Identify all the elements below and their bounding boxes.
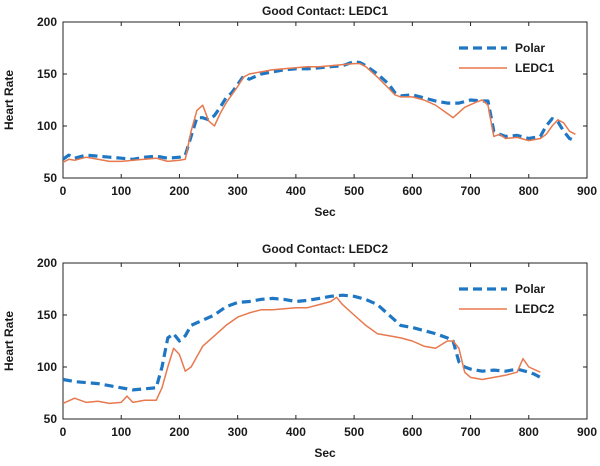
x-tick-label: 300 <box>228 184 248 198</box>
x-tick-label: 900 <box>577 425 597 439</box>
x-tick-label: 900 <box>577 184 597 198</box>
x-tick-label: 100 <box>111 425 131 439</box>
y-tick-label: 100 <box>37 360 57 374</box>
x-tick-label: 200 <box>169 425 189 439</box>
y-tick-label: 50 <box>44 171 58 185</box>
y-axis-label: Heart Rate <box>2 311 16 371</box>
y-tick-label: 50 <box>44 412 58 426</box>
legend-label: LEDC1 <box>515 61 555 75</box>
x-tick-label: 600 <box>402 184 422 198</box>
chart-title: Good Contact: LEDC1 <box>262 4 388 18</box>
x-axis-label: Sec <box>314 205 336 219</box>
plot-area <box>62 262 588 420</box>
x-tick-label: 800 <box>519 184 539 198</box>
x-tick-label: 700 <box>461 425 481 439</box>
y-tick-label: 200 <box>37 15 57 29</box>
chart-title: Good Contact: LEDC2 <box>262 242 388 256</box>
x-tick-label: 400 <box>286 184 306 198</box>
x-tick-label: 500 <box>344 184 364 198</box>
y-tick-label: 150 <box>37 67 57 81</box>
chart-2: Good Contact: LEDC2 0 100 200 300 400 500 600 70… <box>2 242 597 460</box>
series-line-ledc1 <box>62 62 576 164</box>
y-tick-label: 150 <box>37 308 57 322</box>
y-tick-label: 200 <box>37 256 57 270</box>
plot-area <box>62 21 588 179</box>
x-tick-label: 800 <box>519 425 539 439</box>
x-tick-label: 100 <box>111 184 131 198</box>
x-tick-label: 200 <box>169 184 189 198</box>
chart-1: Good Contact: LEDC1 0 100 200 300 400 500 600 70… <box>2 4 597 219</box>
x-tick-label: 600 <box>402 425 422 439</box>
series-line-polar <box>62 293 542 392</box>
legend-label: Polar <box>515 41 545 55</box>
x-tick-label: 700 <box>461 184 481 198</box>
x-tick-label: 300 <box>228 425 248 439</box>
x-tick-label: 500 <box>344 425 364 439</box>
y-tick-label: 100 <box>37 119 57 133</box>
legend-label: LEDC2 <box>515 302 555 316</box>
x-tick-label: 400 <box>286 425 306 439</box>
x-axis-label: Sec <box>314 446 336 460</box>
y-axis-label: Heart Rate <box>2 70 16 130</box>
legend-label: Polar <box>515 282 545 296</box>
series-line-ledc2 <box>62 296 541 405</box>
x-tick-label: 0 <box>60 184 67 198</box>
x-tick-label: 0 <box>60 425 67 439</box>
